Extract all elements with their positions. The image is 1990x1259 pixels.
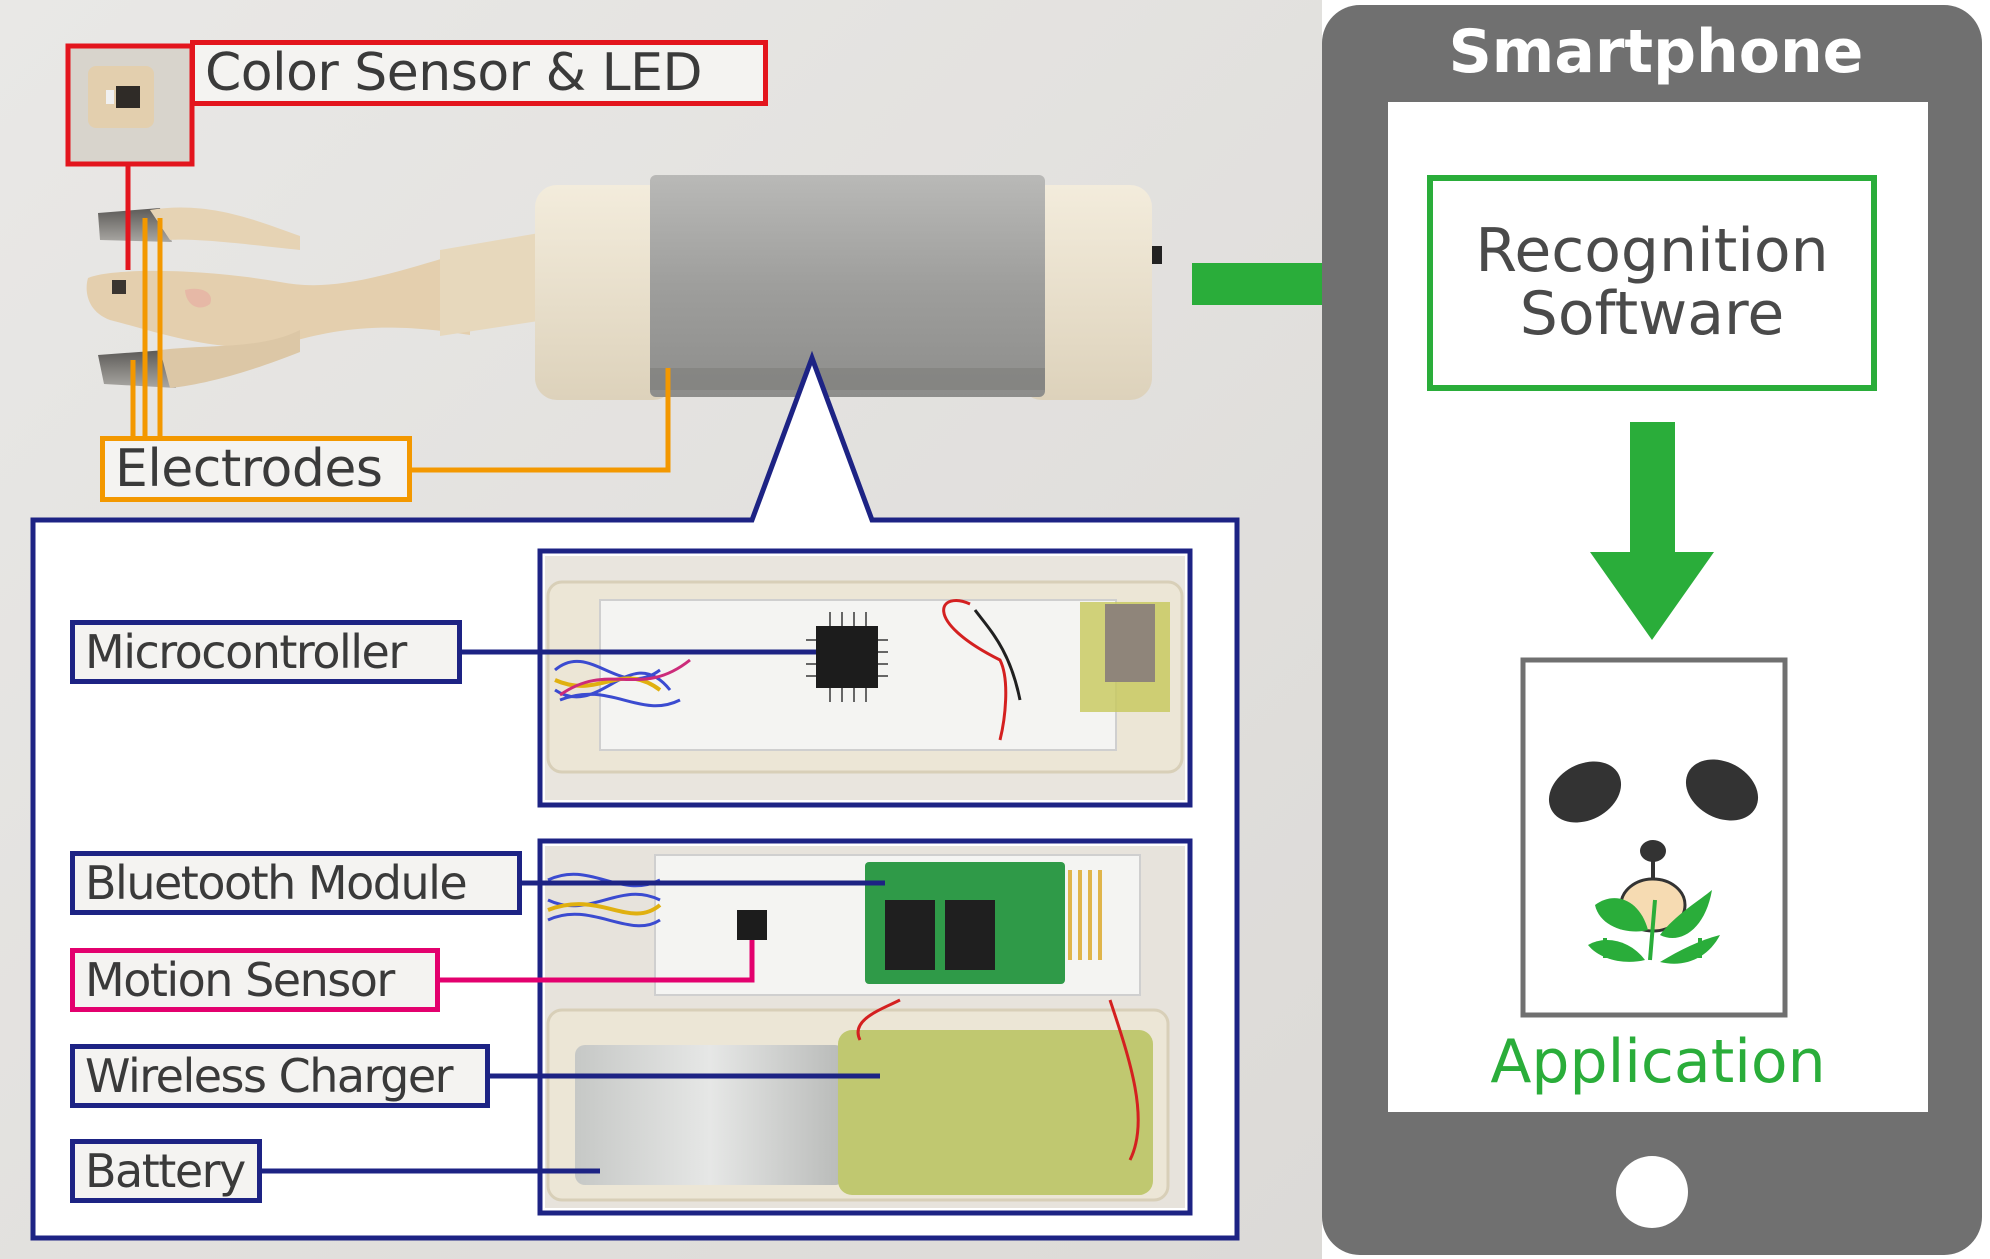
fork-color-sensor-chip	[112, 280, 126, 294]
pcb-photo-frame-1	[537, 548, 1193, 808]
lower-electrode-prong	[98, 350, 176, 388]
pcb-photo-frame-2	[537, 838, 1193, 1216]
battery-label-text: Battery	[85, 1144, 246, 1198]
color-sensor-label: Color Sensor & LED	[190, 40, 768, 106]
power-switch	[1152, 246, 1162, 264]
recognition-to-app-arrow	[1590, 422, 1714, 640]
upper-electrode-prong	[98, 208, 172, 242]
motion-sensor-leader	[437, 940, 755, 983]
smartphone-title: Smartphone	[1448, 17, 1864, 87]
recognition-software-text: Recognition Software	[1430, 178, 1874, 388]
wireless-charger-coil	[838, 1030, 1153, 1195]
electrode-leader-left	[142, 218, 163, 445]
wireless-charger-label-text: Wireless Charger	[85, 1049, 454, 1103]
microcontroller-label-text: Microcontroller	[85, 625, 407, 679]
application-frame	[1520, 657, 1788, 1018]
motion-sensor-chip	[737, 910, 767, 940]
microcontroller-label: Microcontroller	[70, 620, 462, 684]
bluetooth-label-text: Bluetooth Module	[85, 856, 468, 910]
recognition-software-box	[1427, 175, 1877, 391]
bluetooth-label: Bluetooth Module	[70, 851, 522, 915]
panda-face-icon	[1548, 759, 1759, 964]
fork-head	[86, 250, 470, 348]
electrodes-label: Electrodes	[100, 436, 412, 502]
wireless-charger-label: Wireless Charger	[70, 1044, 490, 1108]
handle-cap-right	[1020, 185, 1152, 400]
handle-cap-left	[535, 185, 675, 400]
motion-sensor-label-text: Motion Sensor	[85, 953, 395, 1007]
home-button[interactable]	[1616, 1156, 1688, 1228]
recognition-line-1: Recognition	[1475, 216, 1829, 286]
electrodes-label-text: Electrodes	[115, 439, 383, 499]
metal-housing	[650, 175, 1045, 397]
recognition-line-2: Software	[1519, 279, 1785, 349]
electrode-leader-right	[410, 368, 671, 473]
motion-sensor-label: Motion Sensor	[70, 948, 440, 1012]
sensor-fork	[86, 175, 1162, 400]
battery-label: Battery	[70, 1139, 262, 1203]
color-sensor-label-text: Color Sensor & LED	[205, 43, 703, 103]
battery-cell	[575, 1045, 845, 1185]
application-label: Application	[1490, 1027, 1826, 1097]
